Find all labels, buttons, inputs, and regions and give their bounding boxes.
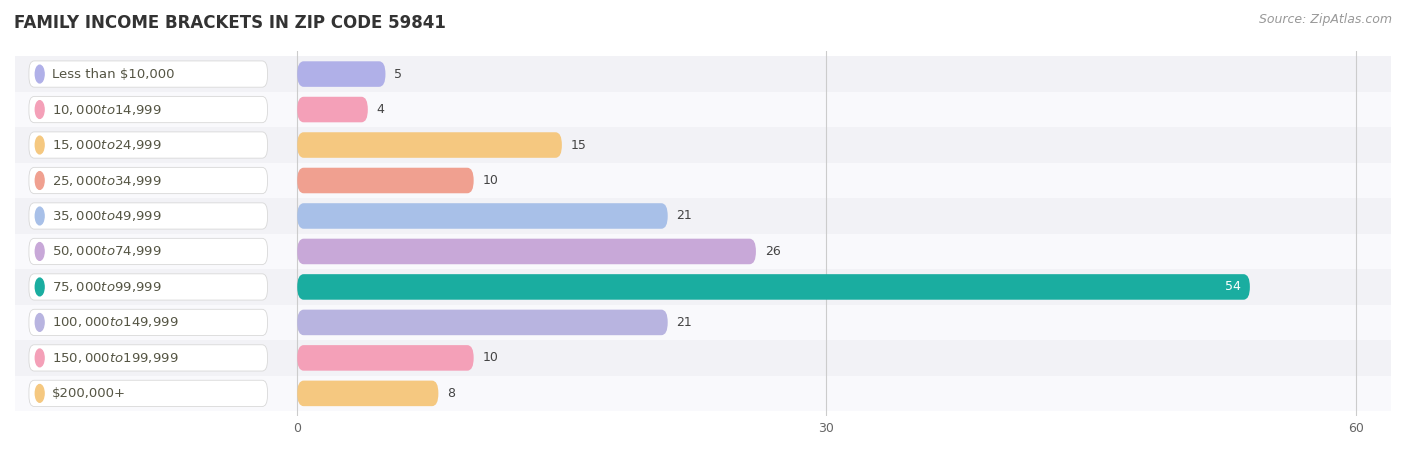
Text: 54: 54 [1225,280,1241,293]
Text: 10: 10 [482,351,498,364]
FancyBboxPatch shape [15,163,1391,198]
FancyBboxPatch shape [297,381,439,406]
Text: 8: 8 [447,387,456,400]
Text: 21: 21 [676,316,692,329]
Circle shape [35,349,44,367]
Circle shape [35,101,44,118]
Text: $50,000 to $74,999: $50,000 to $74,999 [52,244,162,258]
Text: Less than $10,000: Less than $10,000 [52,68,174,81]
FancyBboxPatch shape [30,132,267,158]
FancyBboxPatch shape [15,305,1391,340]
FancyBboxPatch shape [30,380,267,406]
Circle shape [35,314,44,331]
FancyBboxPatch shape [15,376,1391,411]
Text: 21: 21 [676,210,692,222]
FancyBboxPatch shape [297,203,668,229]
Text: $150,000 to $199,999: $150,000 to $199,999 [52,351,179,365]
Circle shape [35,171,44,189]
Circle shape [35,136,44,154]
FancyBboxPatch shape [15,56,1391,92]
Text: $25,000 to $34,999: $25,000 to $34,999 [52,174,162,188]
FancyBboxPatch shape [30,167,267,194]
Text: $35,000 to $49,999: $35,000 to $49,999 [52,209,162,223]
FancyBboxPatch shape [15,269,1391,305]
Text: 15: 15 [571,139,586,152]
Text: 26: 26 [765,245,780,258]
FancyBboxPatch shape [297,310,668,335]
FancyBboxPatch shape [297,168,474,193]
FancyBboxPatch shape [30,96,267,123]
FancyBboxPatch shape [297,345,474,371]
Circle shape [35,65,44,83]
FancyBboxPatch shape [15,340,1391,376]
Text: 10: 10 [482,174,498,187]
FancyBboxPatch shape [15,127,1391,163]
Text: $200,000+: $200,000+ [52,387,127,400]
FancyBboxPatch shape [30,274,267,300]
FancyBboxPatch shape [30,238,267,265]
FancyBboxPatch shape [297,97,368,122]
Text: Source: ZipAtlas.com: Source: ZipAtlas.com [1258,14,1392,27]
Text: $15,000 to $24,999: $15,000 to $24,999 [52,138,162,152]
FancyBboxPatch shape [297,132,562,158]
FancyBboxPatch shape [30,203,267,229]
Text: $10,000 to $14,999: $10,000 to $14,999 [52,103,162,117]
Circle shape [35,384,44,402]
Text: FAMILY INCOME BRACKETS IN ZIP CODE 59841: FAMILY INCOME BRACKETS IN ZIP CODE 59841 [14,14,446,32]
Circle shape [35,278,44,296]
FancyBboxPatch shape [297,274,1250,300]
FancyBboxPatch shape [15,92,1391,127]
Text: $75,000 to $99,999: $75,000 to $99,999 [52,280,162,294]
Text: $100,000 to $149,999: $100,000 to $149,999 [52,315,179,329]
Text: 5: 5 [394,68,402,81]
FancyBboxPatch shape [297,238,756,264]
Circle shape [35,207,44,225]
FancyBboxPatch shape [30,61,267,87]
FancyBboxPatch shape [30,309,267,336]
FancyBboxPatch shape [297,61,385,87]
Circle shape [35,243,44,261]
FancyBboxPatch shape [30,345,267,371]
FancyBboxPatch shape [15,234,1391,269]
Text: 4: 4 [377,103,384,116]
FancyBboxPatch shape [15,198,1391,234]
